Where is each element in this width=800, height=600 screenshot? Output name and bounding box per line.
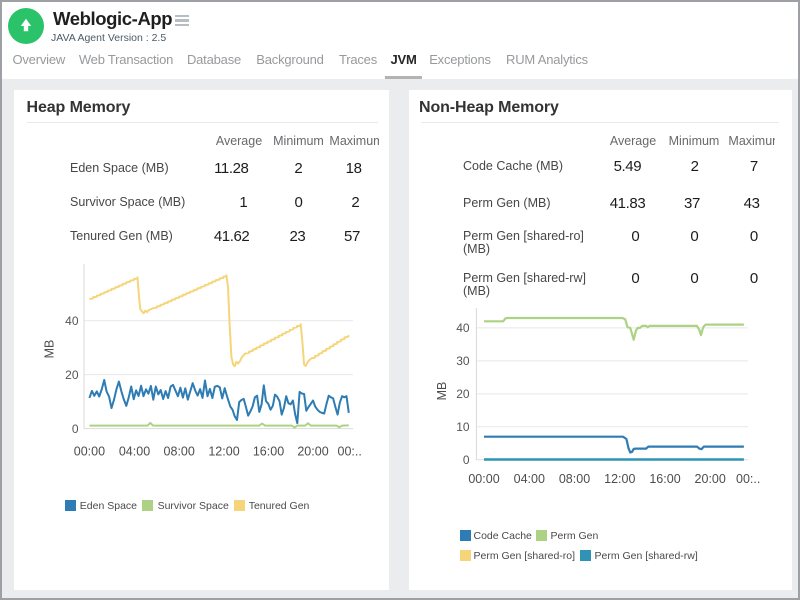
svg-text:00:00: 00:00: [468, 472, 499, 486]
svg-text:16:00: 16:00: [649, 472, 680, 486]
svg-text:12:00: 12:00: [604, 472, 635, 486]
svg-text:MB: MB: [43, 340, 57, 359]
svg-text:MB: MB: [435, 382, 449, 401]
svg-text:30: 30: [456, 354, 470, 368]
svg-text:40: 40: [456, 321, 470, 335]
svg-text:40: 40: [65, 314, 79, 328]
svg-text:00:00: 00:00: [74, 445, 105, 459]
svg-text:04:00: 04:00: [119, 445, 150, 459]
svg-text:16:00: 16:00: [253, 445, 284, 459]
svg-text:04:00: 04:00: [514, 472, 545, 486]
svg-text:00:..: 00:..: [338, 445, 362, 459]
svg-text:10: 10: [456, 420, 470, 434]
svg-text:20: 20: [456, 387, 470, 401]
svg-text:08:00: 08:00: [559, 472, 590, 486]
svg-text:20:00: 20:00: [297, 445, 328, 459]
svg-text:20:00: 20:00: [695, 472, 726, 486]
svg-text:12:00: 12:00: [208, 445, 239, 459]
svg-text:0: 0: [72, 422, 79, 436]
svg-text:08:00: 08:00: [164, 445, 195, 459]
svg-text:0: 0: [463, 453, 470, 467]
svg-text:20: 20: [65, 368, 79, 382]
svg-text:00:..: 00:..: [736, 472, 760, 486]
